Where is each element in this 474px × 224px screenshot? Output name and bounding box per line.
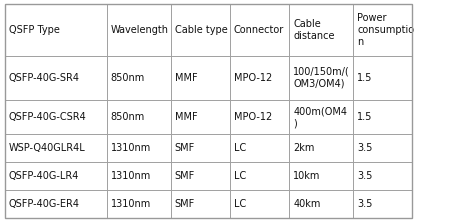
Text: 3.5: 3.5 (357, 171, 373, 181)
Bar (5, 190, 107, 218)
Text: SMF: SMF (174, 171, 195, 181)
Bar (171, 134, 230, 162)
Bar (5, 56, 107, 100)
Bar (5, 4, 107, 56)
Bar (107, 190, 171, 218)
Text: Wavelength: Wavelength (110, 25, 169, 35)
Text: QSFP-40G-SR4: QSFP-40G-SR4 (9, 73, 80, 83)
Text: 850nm: 850nm (110, 112, 145, 122)
Bar (230, 134, 289, 162)
Bar (289, 4, 353, 56)
Bar (107, 162, 171, 190)
Bar (107, 100, 171, 134)
Text: WSP-Q40GLR4L: WSP-Q40GLR4L (9, 143, 85, 153)
Bar (171, 190, 230, 218)
Bar (289, 162, 353, 190)
Bar (5, 134, 107, 162)
Bar (5, 162, 107, 190)
Text: 400m(OM4
): 400m(OM4 ) (293, 106, 347, 128)
Bar (353, 100, 412, 134)
Text: MPO-12: MPO-12 (234, 112, 272, 122)
Bar (353, 56, 412, 100)
Text: LC: LC (234, 199, 246, 209)
Text: Power
consumptio
n: Power consumptio n (357, 13, 414, 47)
Text: 40km: 40km (293, 199, 320, 209)
Bar (230, 56, 289, 100)
Bar (289, 56, 353, 100)
Bar (171, 100, 230, 134)
Text: 1310nm: 1310nm (110, 171, 151, 181)
Bar (353, 134, 412, 162)
Text: 1.5: 1.5 (357, 73, 373, 83)
Text: 3.5: 3.5 (357, 143, 373, 153)
Text: MMF: MMF (174, 73, 197, 83)
Text: MPO-12: MPO-12 (234, 73, 272, 83)
Bar (289, 134, 353, 162)
Text: LC: LC (234, 143, 246, 153)
Text: 2km: 2km (293, 143, 315, 153)
Bar (171, 4, 230, 56)
Bar (230, 190, 289, 218)
Bar (5, 100, 107, 134)
Bar (107, 4, 171, 56)
Bar (5, 4, 412, 218)
Bar (171, 162, 230, 190)
Text: SMF: SMF (174, 143, 195, 153)
Text: Connector: Connector (234, 25, 284, 35)
Bar (107, 134, 171, 162)
Bar (230, 4, 289, 56)
Bar (171, 56, 230, 100)
Text: SMF: SMF (174, 199, 195, 209)
Text: QSFP Type: QSFP Type (9, 25, 60, 35)
Bar (289, 100, 353, 134)
Bar (107, 56, 171, 100)
Bar (353, 190, 412, 218)
Text: 1310nm: 1310nm (110, 199, 151, 209)
Text: QSFP-40G-ER4: QSFP-40G-ER4 (9, 199, 80, 209)
Text: LC: LC (234, 171, 246, 181)
Text: QSFP-40G-LR4: QSFP-40G-LR4 (9, 171, 79, 181)
Bar (289, 190, 353, 218)
Text: 1310nm: 1310nm (110, 143, 151, 153)
Text: Cable
distance: Cable distance (293, 19, 335, 41)
Text: 1.5: 1.5 (357, 112, 373, 122)
Bar (353, 4, 412, 56)
Bar (230, 162, 289, 190)
Text: Cable type: Cable type (174, 25, 228, 35)
Text: 10km: 10km (293, 171, 320, 181)
Bar (353, 162, 412, 190)
Bar (230, 100, 289, 134)
Text: QSFP-40G-CSR4: QSFP-40G-CSR4 (9, 112, 86, 122)
Text: 3.5: 3.5 (357, 199, 373, 209)
Text: MMF: MMF (174, 112, 197, 122)
Text: 100/150m/(
OM3/OM4): 100/150m/( OM3/OM4) (293, 67, 350, 89)
Text: 850nm: 850nm (110, 73, 145, 83)
